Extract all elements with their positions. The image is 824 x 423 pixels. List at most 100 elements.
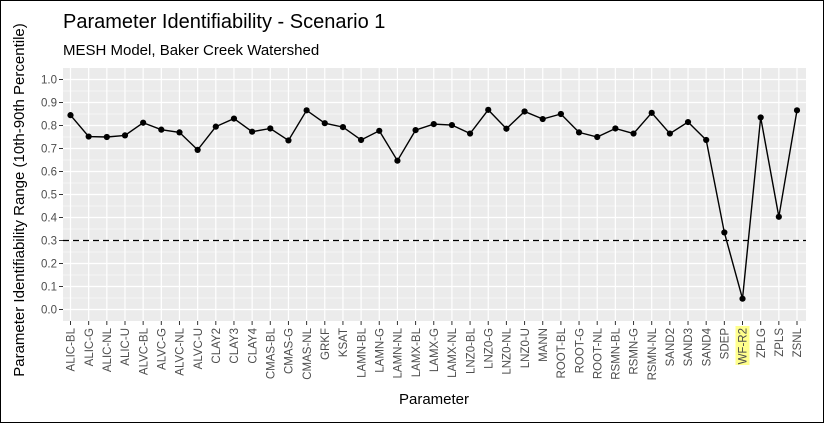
x-tick-label: CMAS-BL — [265, 327, 277, 379]
x-tick-label: CMAS-G — [284, 328, 296, 374]
x-tick-label: LAMN-G — [374, 328, 386, 373]
grid-minor — [63, 90, 806, 299]
y-tick-label: 0.6 — [41, 167, 57, 179]
data-point — [612, 125, 619, 132]
data-point — [85, 133, 92, 140]
data-point — [249, 128, 256, 135]
y-axis-title: Parameter Identifiability Range (10th-90… — [11, 23, 28, 377]
x-tick-label: CMAS-NL — [302, 327, 314, 379]
x-tick-label: ALIC-U — [120, 328, 132, 366]
x-tick-label: LAMN-BL — [356, 327, 368, 377]
y-tick-label: 0.4 — [41, 213, 58, 225]
data-point — [466, 130, 474, 137]
y-tick-label: 0.5 — [41, 190, 57, 202]
x-tick-label: LAMX-BL — [411, 327, 423, 377]
x-tick-label: LNZ0-G — [483, 328, 495, 369]
x-tick-label: ALVC-U — [193, 328, 205, 369]
y-axis: 0.0 0.1 0.2 0.3 0.4 0.5 0.6 0.7 0.8 0.9 1.0 — [41, 75, 63, 317]
data-point — [194, 146, 201, 153]
data-point — [703, 136, 710, 144]
data-point — [739, 295, 746, 302]
data-point — [757, 114, 764, 121]
data-point — [575, 129, 583, 136]
data-point — [648, 109, 655, 116]
x-tick-label: ALIC-BL — [66, 327, 78, 371]
x-tick-label: SDEP — [720, 328, 732, 360]
y-tick-label: 0.2 — [41, 259, 57, 271]
y-tick-label: 0.0 — [41, 305, 57, 317]
data-point — [176, 129, 183, 136]
data-point — [358, 136, 365, 144]
series-layer — [67, 106, 801, 302]
x-tick-label: LNZ0-U — [520, 328, 532, 368]
x-tick-label: ZSNL — [792, 327, 804, 357]
x-axis: ALIC-BL ALIC-G ALIC-NL ALIC-U ALVC-BL ALVC-G A… — [66, 321, 804, 380]
data-point — [339, 124, 347, 131]
data-point — [321, 120, 328, 127]
x-tick-label: SAND2 — [665, 328, 677, 366]
y-tick-label: 0.3 — [41, 236, 57, 248]
y-tick-label: 0.8 — [41, 121, 57, 133]
x-tick-label: RSMN-G — [629, 328, 641, 375]
y-tick-label: 0.1 — [41, 282, 57, 294]
data-point — [539, 115, 546, 123]
x-tick-label: MANN — [538, 328, 550, 362]
x-tick-label: LAMN-NL — [393, 327, 405, 378]
data-point — [594, 133, 601, 141]
data-point — [666, 130, 673, 137]
x-tick-label: ZPLS — [774, 328, 786, 357]
data-point — [230, 115, 238, 122]
x-tick-label: ZPLG — [756, 328, 768, 358]
data-point — [267, 125, 274, 132]
data-point — [775, 213, 782, 220]
x-tick-label: ALIC-NL — [102, 327, 114, 372]
data-point — [67, 112, 74, 119]
chart-title: Parameter Identifiability - Scenario 1 — [63, 11, 385, 33]
data-point — [430, 121, 437, 128]
data-point — [140, 119, 147, 126]
y-tick-label: 0.9 — [41, 98, 57, 110]
data-point — [121, 132, 129, 139]
x-tick-label: ALVC-NL — [175, 327, 187, 375]
x-tick-label: ALIC-G — [84, 328, 96, 366]
data-point — [448, 121, 456, 129]
data-point — [721, 229, 728, 236]
data-point — [285, 137, 292, 144]
x-tick-label: SAND3 — [683, 328, 695, 366]
x-tick-label: CLAY3 — [229, 328, 241, 364]
data-point — [394, 157, 401, 164]
data-point — [376, 127, 383, 134]
data-point — [521, 108, 528, 115]
data-point — [503, 125, 510, 132]
x-label-highlight — [735, 326, 750, 365]
x-tick-label: LAMX-G — [429, 328, 441, 372]
data-point — [557, 110, 564, 118]
x-tick-label: CLAY2 — [211, 328, 223, 364]
data-point — [412, 127, 419, 134]
x-axis-title: Parameter — [399, 391, 469, 408]
x-tick-label: ROOT-BL — [556, 327, 568, 378]
x-tick-label: ROOT-NL — [592, 327, 604, 379]
x-tick-label: ALVC-BL — [138, 327, 150, 375]
x-tick-label: KSAT — [338, 328, 350, 357]
x-tick-label: RSMN-NL — [647, 327, 659, 380]
x-tick-label: RSMN-BL — [611, 327, 623, 379]
data-point — [684, 118, 692, 126]
data-point — [303, 107, 310, 114]
y-tick-label: 1.0 — [41, 75, 57, 87]
x-tick-label: LNZ0-BL — [465, 327, 477, 374]
data-point — [630, 130, 637, 137]
y-tick-label: 0.7 — [41, 144, 57, 156]
chart-subtitle: MESH Model, Baker Creek Watershed — [63, 42, 319, 59]
x-tick-label: WF-R2 — [738, 328, 750, 364]
data-point — [793, 107, 801, 114]
x-tick-label: CLAY4 — [247, 327, 259, 363]
x-tick-label: LAMX-NL — [447, 327, 459, 377]
x-tick-label: ROOT-G — [574, 328, 586, 373]
data-point — [485, 106, 492, 113]
x-tick-label: LNZ0-NL — [502, 327, 514, 374]
data-point — [103, 133, 110, 141]
x-tick-label: SAND4 — [701, 327, 713, 366]
x-tick-label: ALVC-G — [157, 328, 169, 370]
